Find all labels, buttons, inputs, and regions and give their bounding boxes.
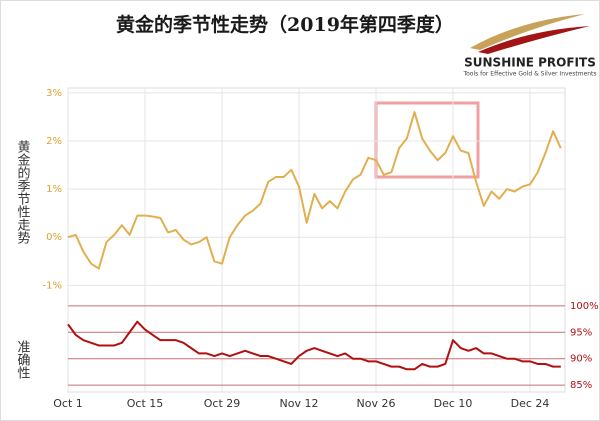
y-tick-label: 100% (570, 301, 599, 312)
x-tick-label: Oct 29 (204, 397, 241, 410)
x-tick-label: Oct 15 (127, 397, 164, 410)
x-tick-label: Nov 26 (357, 397, 396, 410)
x-tick-label: Oct 1 (53, 397, 83, 410)
y-tick-label: 95% (570, 327, 592, 338)
y-tick-label: 85% (570, 380, 592, 391)
logo-swoosh (478, 26, 590, 54)
line (67, 320, 561, 371)
y-axis-label: 黄金的季节性走势 (15, 140, 31, 245)
y-axis-label: 准确性 (15, 340, 31, 379)
logo: SUNSHINE PROFITS Tools for Effective Gol… (462, 14, 597, 78)
y-tick-label: 90% (570, 354, 592, 365)
x-tick-label: Nov 12 (280, 397, 319, 410)
logo-swoosh (470, 14, 585, 50)
y-tick-label: -1% (43, 280, 62, 291)
logo-name: SUNSHINE PROFITS (464, 56, 596, 70)
chart-title: 黄金的季节性走势（2019年第四季度） (116, 13, 454, 36)
y-tick-label: 3% (46, 88, 62, 99)
x-tick-label: Dec 24 (511, 397, 550, 410)
y-tick-label: 2% (46, 136, 62, 147)
logo-tagline: Tools for Effective Gold & Silver Invest… (462, 71, 596, 78)
line (67, 111, 562, 270)
x-tick-label: Dec 10 (434, 397, 473, 410)
y-tick-label: 1% (46, 184, 62, 195)
y-tick-label: 0% (46, 232, 62, 243)
